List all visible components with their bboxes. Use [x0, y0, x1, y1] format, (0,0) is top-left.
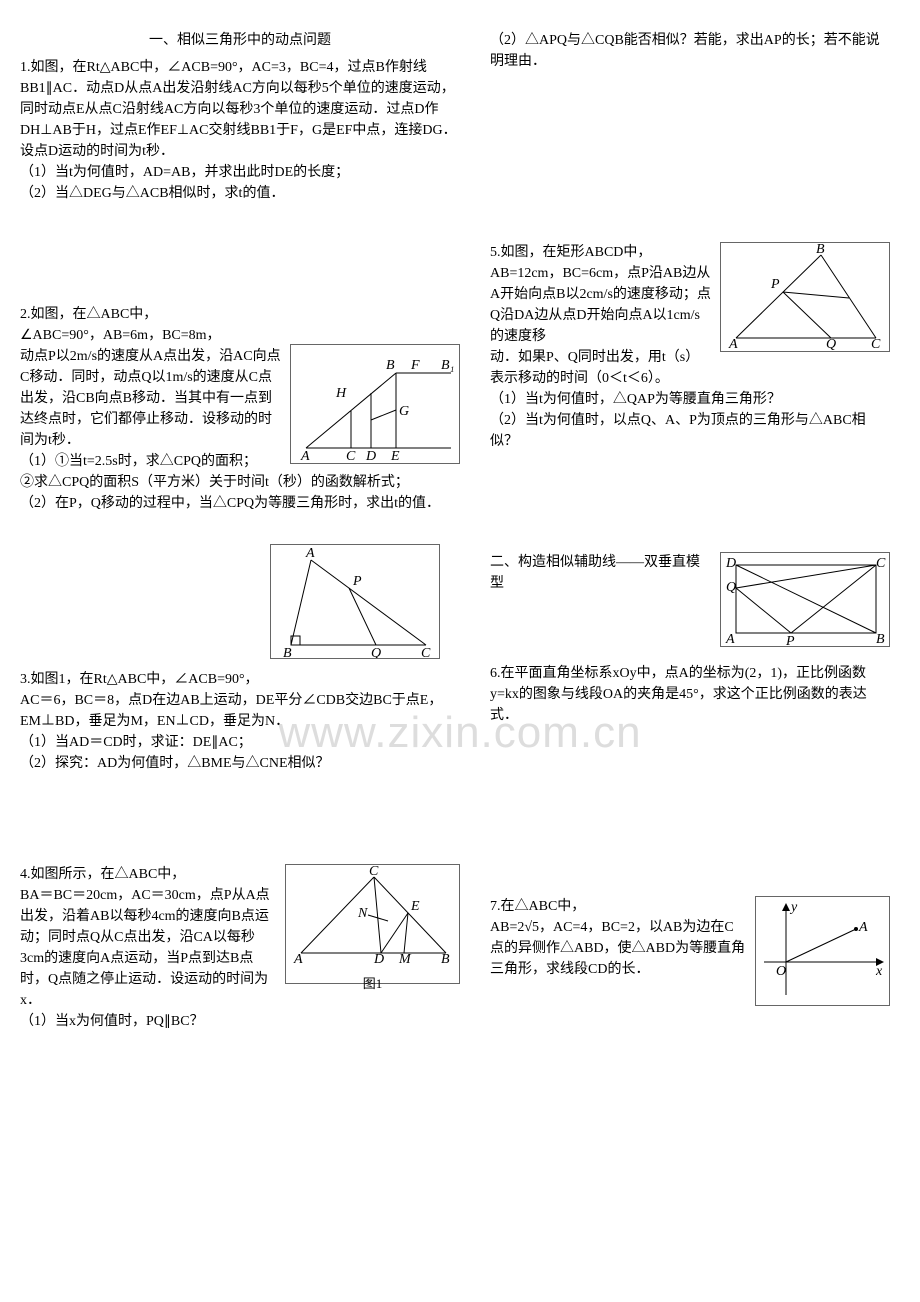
svg-text:B: B	[283, 646, 292, 658]
svg-text:P: P	[770, 277, 780, 292]
p5-body2: 动．如果P、Q同时出发，用t（s）表示移动的时间（0＜t＜6）。	[490, 347, 890, 389]
left-column: 一、相似三角形中的动点问题 1.如图，在Rt△ABC中，∠ACB=90°，AC=…	[20, 30, 460, 1044]
svg-text:F: F	[410, 358, 420, 373]
p7-body-prefix: AB=	[490, 920, 517, 935]
p2-intro: 2.如图，在△ABC中，	[20, 304, 460, 325]
svg-text:D: D	[725, 556, 736, 571]
svg-text:B: B	[441, 952, 450, 965]
problem-5: A C B P Q 5.如图，在矩形ABCD中，AB=12cm，BC=6cm，点…	[490, 242, 890, 452]
p3-body: AC＝6，BC＝8，点D在边AB上运动，DE平分∠CDB交边BC于点E，EM⊥B…	[20, 690, 460, 732]
svg-text:A: A	[305, 546, 315, 561]
svg-text:N: N	[357, 906, 368, 921]
svg-text:A: A	[728, 337, 738, 351]
svg-text:y: y	[789, 900, 798, 915]
figure-p5b-wrap: D C Q A P B 二、构造相似辅助线——双垂直模型	[490, 552, 890, 651]
svg-text:C: C	[871, 337, 881, 351]
svg-text:B: B	[816, 243, 825, 257]
problem-3: 3.如图1，在Rt△ABC中，∠ACB=90°， AC＝6，BC＝8，点D在边A…	[20, 669, 460, 774]
p2-cond: ∠ABC=90°，AB=6m，BC=8m，	[20, 325, 460, 346]
p4-q2: （2）△APQ与△CQB能否相似？若能，求出AP的长；若不能说明理由．	[490, 30, 890, 72]
p3-q2: （2）探究：AD为何值时，△BME与△CNE相似？	[20, 753, 460, 774]
p2-q1b: ②求△CPQ的面积S（平方米）关于时间t（秒）的函数解析式；	[20, 472, 460, 493]
svg-text:D: D	[365, 449, 376, 463]
p7-sqrt: 2√5	[517, 920, 539, 935]
section2-title: 二、构造相似辅助线——双垂直模型	[490, 555, 700, 591]
p6-body: 6.在平面直角坐标系xOy中，点A的坐标为(2，1)，正比例函数y=kx的图象与…	[490, 663, 890, 726]
svg-text:Q: Q	[826, 337, 836, 351]
section1-title: 一、相似三角形中的动点问题	[20, 30, 460, 51]
figure-p1: A C D E H B F B₁ G	[290, 344, 460, 464]
figure-p5: A C B P Q	[720, 242, 890, 352]
right-column: （2）△APQ与△CQB能否相似？若能，求出AP的长；若不能说明理由． A C …	[490, 30, 890, 1044]
svg-text:E: E	[390, 449, 400, 463]
svg-text:B: B	[876, 632, 885, 646]
svg-text:C: C	[421, 646, 431, 658]
svg-text:C: C	[346, 449, 356, 463]
page-content: 一、相似三角形中的动点问题 1.如图，在Rt△ABC中，∠ACB=90°，AC=…	[0, 0, 920, 1074]
svg-text:G: G	[399, 404, 409, 419]
svg-text:C: C	[876, 556, 886, 571]
figure-p2: A B C P Q	[270, 544, 440, 659]
svg-text:O: O	[776, 964, 786, 979]
problem-6: 6.在平面直角坐标系xOy中，点A的坐标为(2，1)，正比例函数y=kx的图象与…	[490, 663, 890, 726]
problem-7: A O x y 7.在△ABC中， AB=2√5，AC=4，BC=2，以AB为边…	[490, 896, 890, 1010]
svg-text:E: E	[410, 899, 420, 914]
problem-1: 1.如图，在Rt△ABC中，∠ACB=90°，AC=3，BC=4，过点B作射线B…	[20, 57, 460, 204]
problem-4: A B C D M E N 图1 4.如图所示，在△ABC中， BA＝BC＝20…	[20, 864, 460, 1032]
p3-q1: （1）当AD＝CD时，求证：DE∥AC；	[20, 732, 460, 753]
svg-text:Q: Q	[371, 646, 381, 658]
svg-text:x: x	[875, 964, 883, 979]
p4-q1: （1）当x为何值时，PQ∥BC？	[20, 1011, 460, 1032]
svg-text:P: P	[785, 634, 795, 646]
svg-text:A: A	[300, 449, 310, 463]
svg-text:P: P	[352, 574, 362, 589]
svg-text:B₁: B₁	[441, 358, 454, 373]
svg-text:A: A	[293, 952, 303, 965]
svg-text:H: H	[335, 386, 347, 401]
problem-2: A C D E H B F B₁ G 2.如图，在△ABC中， ∠ABC=90°…	[20, 304, 460, 514]
svg-text:Q: Q	[726, 580, 736, 595]
figure-p5b: D C Q A P B	[720, 552, 890, 647]
p2-q2: （2）在P，Q移动的过程中，当△CPQ为等腰三角形时，求出t的值．	[20, 493, 460, 514]
svg-text:A: A	[858, 920, 868, 935]
p1-body: 1.如图，在Rt△ABC中，∠ACB=90°，AC=3，BC=4，过点B作射线B…	[20, 57, 460, 162]
svg-text:M: M	[398, 952, 412, 965]
svg-text:A: A	[725, 632, 735, 646]
svg-text:D: D	[373, 952, 384, 965]
p1-q1: （1）当t为何值时，AD=AB，并求出此时DE的长度；	[20, 162, 460, 183]
fig1-caption: 图1	[286, 974, 459, 994]
p3-intro: 3.如图1，在Rt△ABC中，∠ACB=90°，	[20, 669, 460, 690]
problem-4-cont: （2）△APQ与△CQB能否相似？若能，求出AP的长；若不能说明理由．	[490, 30, 890, 72]
figure-p3: A B C D M E N 图1	[285, 864, 460, 984]
svg-text:B: B	[386, 358, 395, 373]
p5-q2: （2）当t为何值时，以点Q、A、P为顶点的三角形与△ABC相似？	[490, 410, 890, 452]
p5-q1: （1）当t为何值时，△QAP为等腰直角三角形？	[490, 389, 890, 410]
svg-text:C: C	[369, 865, 379, 879]
figure-p7: A O x y	[755, 896, 890, 1006]
p1-q2: （2）当△DEG与△ACB相似时，求t的值．	[20, 183, 460, 204]
